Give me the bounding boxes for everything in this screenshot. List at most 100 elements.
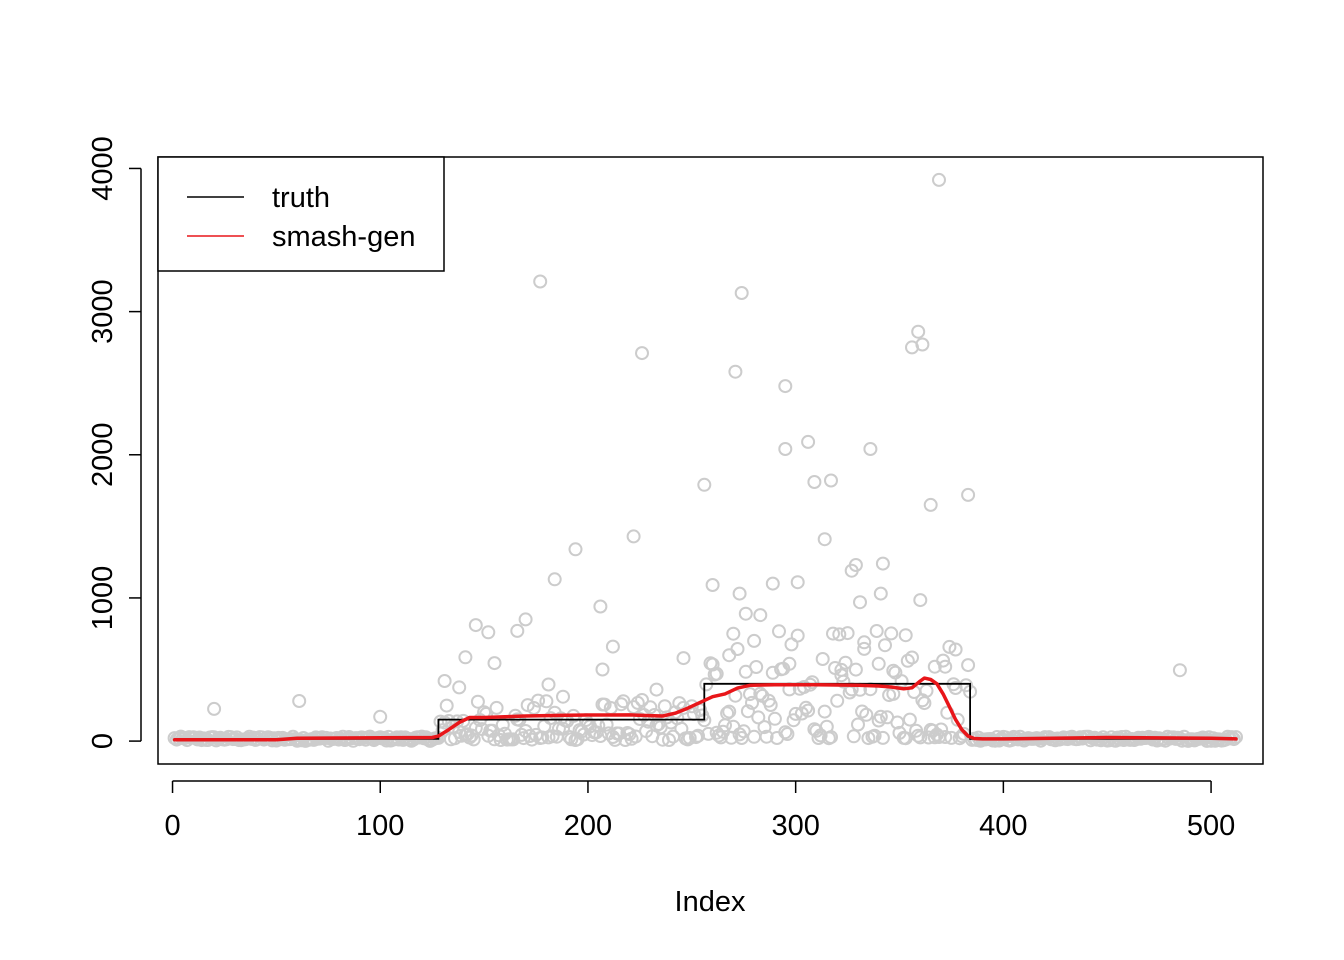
data-point — [884, 626, 899, 641]
data-point — [911, 728, 926, 743]
data-point — [691, 728, 705, 743]
data-point — [836, 674, 851, 689]
data-point — [913, 593, 928, 608]
data-point — [772, 624, 786, 639]
data-point — [913, 730, 928, 745]
data-point — [470, 694, 485, 709]
data-point — [734, 286, 749, 300]
data-point — [481, 625, 496, 640]
data-point — [961, 487, 976, 502]
data-point — [834, 668, 849, 683]
data-point — [826, 626, 840, 641]
data-point — [531, 693, 546, 708]
data-point — [468, 721, 483, 735]
data-point — [830, 693, 845, 708]
data-point — [778, 725, 793, 740]
data-point — [595, 662, 610, 677]
data-point — [556, 689, 570, 704]
data-point — [697, 477, 712, 492]
data-point — [873, 709, 888, 724]
smash-gen-line — [172, 676, 1238, 742]
data-point — [817, 704, 832, 719]
data-point — [456, 713, 471, 728]
legend-label-truth: truth — [272, 182, 330, 214]
data-point — [373, 709, 388, 724]
data-point — [709, 666, 724, 681]
data-point — [871, 656, 886, 671]
data-point — [728, 364, 743, 379]
data-point — [788, 706, 803, 721]
data-point — [782, 656, 797, 671]
data-point — [510, 623, 525, 638]
data-point — [730, 642, 745, 656]
data-point — [468, 618, 483, 633]
data-point — [855, 704, 870, 719]
y-tick-label: 4000 — [87, 136, 119, 201]
data-point — [932, 172, 946, 187]
data-point — [751, 710, 766, 725]
data-point — [705, 578, 720, 592]
data-point — [778, 379, 793, 394]
data-point — [547, 572, 562, 587]
data-point — [722, 648, 737, 663]
data-point — [736, 724, 751, 739]
y-tick-label: 1000 — [87, 566, 119, 631]
data-point — [911, 324, 926, 339]
data-point — [701, 726, 716, 741]
data-point — [720, 706, 735, 721]
y-tick-label: 3000 — [87, 279, 119, 344]
data-point — [846, 729, 861, 744]
data-point — [790, 575, 805, 590]
data-point — [938, 730, 953, 744]
data-point — [801, 703, 816, 718]
data-point — [649, 682, 664, 697]
data-point — [605, 639, 620, 654]
x-tick-label: 300 — [771, 810, 819, 842]
data-point — [726, 626, 741, 641]
data-point — [838, 655, 853, 670]
data-point — [851, 717, 865, 732]
data-point — [487, 656, 502, 671]
x-axis: 0 100 200 300 400 500 — [164, 780, 1235, 842]
data-point — [905, 650, 919, 665]
data-point — [635, 346, 649, 361]
data-point — [832, 627, 847, 642]
data-point — [863, 442, 878, 456]
data-point — [902, 712, 917, 727]
data-point — [292, 694, 307, 708]
data-point — [790, 628, 805, 643]
data-point — [489, 700, 504, 715]
data-point — [599, 717, 614, 732]
x-tick-label: 200 — [564, 810, 612, 842]
data-point — [1102, 733, 1117, 748]
data-point — [759, 729, 774, 744]
data-point — [801, 434, 816, 449]
data-point — [732, 586, 747, 601]
plot-frame — [157, 156, 1264, 765]
data-point — [745, 695, 759, 710]
data-point — [894, 674, 909, 689]
data-point — [749, 660, 764, 674]
data-point — [948, 642, 963, 657]
data-point — [763, 698, 778, 712]
data-point — [676, 651, 691, 666]
data-point — [437, 674, 452, 688]
data-point — [722, 704, 737, 719]
data-point — [616, 694, 631, 709]
data-point — [458, 650, 473, 665]
data-point — [799, 700, 813, 715]
data-point — [817, 532, 832, 547]
data-point — [805, 675, 820, 690]
data-point — [815, 652, 830, 666]
smash-layer — [172, 676, 1238, 742]
data-point — [516, 731, 531, 746]
data-point — [626, 529, 641, 544]
data-point — [886, 663, 901, 678]
data-point — [786, 713, 801, 728]
data-point — [207, 701, 222, 716]
data-point — [942, 639, 957, 654]
data-point — [944, 730, 959, 745]
y-tick-label: 2000 — [87, 423, 119, 488]
data-point — [662, 733, 676, 747]
